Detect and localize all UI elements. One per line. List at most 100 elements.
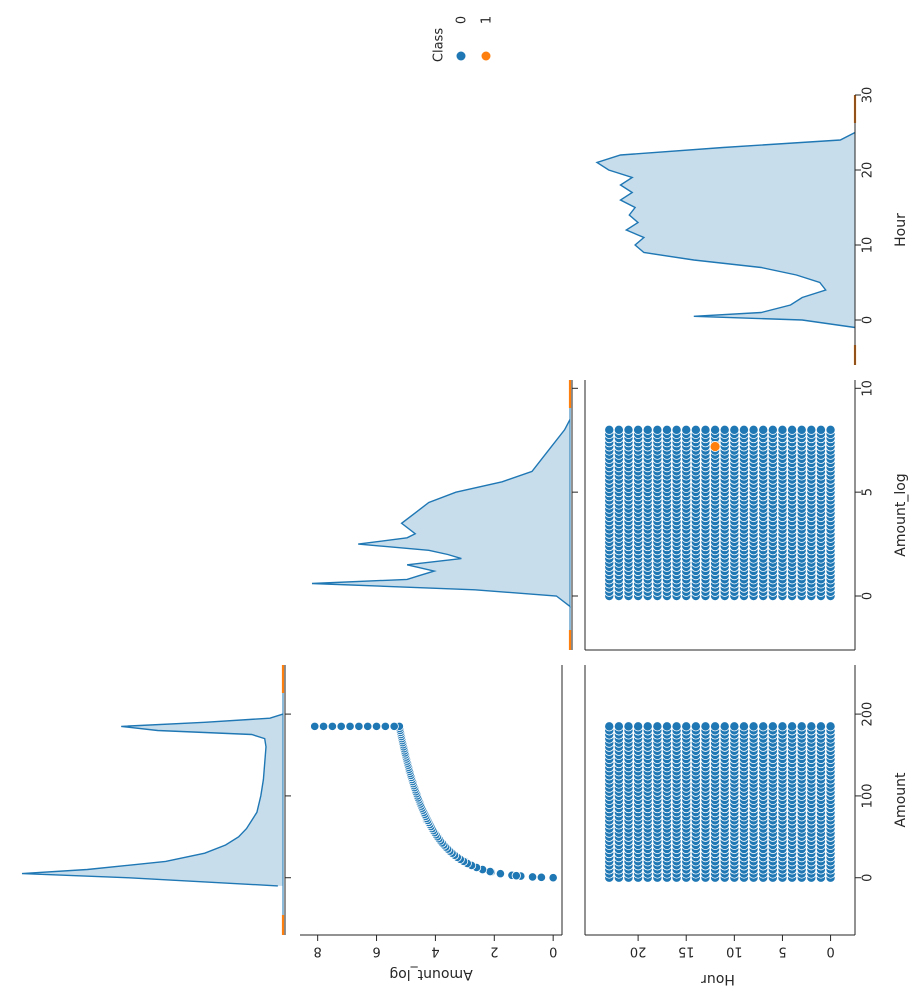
tick-label-hour-0: 0 (861, 316, 876, 324)
tick-label-hour-30: 30 (861, 87, 876, 104)
scatter-point-amountlog-hour (815, 424, 826, 435)
scatter-point-amount-hour (806, 721, 817, 732)
axis-label-amount: Amount (893, 772, 909, 828)
kde-fill-hour (597, 132, 855, 328)
scatter-point-amountlog-hour (623, 424, 634, 435)
scatter-point-amount-hour (633, 721, 644, 732)
scatter-point-amount-amountlog-sat (389, 721, 399, 731)
scatter-point-amount-amountlog-sat (371, 721, 382, 731)
tick-label-amountlog-y-2: 2 (490, 943, 498, 958)
scatter-point-amountlog-hour (652, 424, 663, 435)
tick-label-amount_log-10: 10 (861, 380, 876, 397)
scatter-point-amount-amountlog-sat (327, 721, 337, 731)
scatter-point-amountlog-hour (758, 424, 769, 435)
scatter-point-amountlog-hour (613, 424, 624, 435)
kde-fill-amount (22, 714, 283, 886)
scatter-point-amount-hour (815, 721, 826, 732)
axis-label-amount_log: Amount_log (893, 473, 909, 556)
scatter-point-amount-hour (604, 721, 615, 732)
axis-label-hour-row: Hour (701, 971, 735, 987)
tick-label-amount-0: 0 (861, 874, 876, 882)
scatter-point-amountlog-hour (681, 424, 692, 435)
scatter-point-amount-amountlog (548, 873, 558, 883)
scatter-point-amount-amountlog-sat (363, 721, 373, 731)
scatter-point-amountlog-hour (604, 424, 615, 435)
scatter-point-amountlog-hour (710, 424, 721, 435)
axis-label-amountlog-row: Amount_log (389, 966, 472, 982)
legend: Class 0 1 (432, 16, 495, 62)
axis-label-hour: Hour (893, 213, 909, 247)
tick-label-hour-20: 20 (861, 162, 876, 179)
scatter-point-amount-hour (623, 721, 634, 732)
scatter-point-amount-hour (719, 721, 730, 732)
tick-label-amount_log-0: 0 (861, 592, 876, 600)
scatter-point-amount-amountlog-sat (336, 721, 346, 731)
scatter-point-amount-amountlog (485, 866, 495, 877)
tick-label-hour-y-0: 0 (826, 943, 834, 958)
scatter-point-amount-hour (700, 721, 711, 732)
tick-label-hour-y-10: 10 (726, 943, 743, 958)
scatter-point-amount-amountlog-sat (345, 721, 355, 731)
kde-fill-amount_log (312, 419, 570, 607)
scatter-point-amountlog-hour (767, 424, 778, 435)
scatter-point-amountlog-hour (806, 424, 817, 435)
legend-marker-1 (481, 51, 491, 61)
scatter-point-amount-hour (729, 721, 740, 732)
scatter-point-amountlog-hour (661, 424, 672, 435)
scatter-point-amount-hour (671, 721, 682, 732)
tick-label-amountlog-y-4: 4 (431, 943, 439, 958)
panels: 02468Amount_log05101520Hour0100200Amount… (21, 87, 909, 987)
scatter-point-amountlog-hour (690, 424, 701, 435)
tick-label-hour-10: 10 (861, 237, 876, 254)
scatter-point-amountlog-hour (738, 424, 749, 435)
scatter-point-amount-hour (758, 721, 769, 732)
scatter-point-amountlog-hour (671, 424, 682, 435)
legend-title: Class (432, 28, 447, 62)
scatter-point-amount-hour (796, 721, 807, 732)
legend-marker-0 (456, 51, 466, 61)
legend-label-1: 1 (480, 16, 495, 24)
scatter-point-amountlog-hour (825, 424, 836, 435)
tick-label-hour-y-20: 20 (630, 943, 647, 958)
scatter-point-amount-amountlog (495, 869, 506, 879)
scatter-point-amountlog-hour (719, 424, 730, 435)
scatter-point-amount-hour (652, 721, 663, 732)
tick-label-amountlog-y-8: 8 (314, 943, 322, 958)
scatter-point-amount-hour (681, 721, 692, 732)
scatter-point-amountlog-hour (796, 424, 807, 435)
tick-label-hour-y-5: 5 (778, 943, 786, 958)
kde-line-amount_log (311, 419, 571, 608)
scatter-point-amountlog-hour (700, 424, 711, 435)
scatter-point-amount-amountlog-sat (354, 721, 364, 731)
scatter-point-amount-amountlog-sat (318, 721, 329, 731)
scatter-point-amount-hour (825, 721, 836, 732)
scatter-point-class1 (709, 441, 721, 452)
scatter-point-amount-hour (690, 721, 701, 732)
kde-line-amount (21, 713, 284, 887)
scatter-point-amount-hour (748, 721, 759, 732)
scatter-point-amount-amountlog (527, 872, 538, 882)
scatter-point-amount-hour (787, 721, 798, 732)
scatter-point-amount-amountlog (536, 872, 546, 882)
scatter-point-amountlog-hour (633, 424, 644, 435)
tick-label-amount-200: 200 (861, 702, 876, 727)
scatter-point-amount-hour (777, 721, 788, 732)
tick-label-amountlog-y-0: 0 (549, 943, 557, 958)
scatter-point-amountlog-hour (729, 424, 740, 435)
tick-label-amountlog-y-6: 6 (372, 943, 380, 958)
tick-label-amount-100: 100 (861, 783, 876, 808)
scatter-point-amount-hour (642, 721, 653, 732)
scatter-point-amount-amountlog-sat (380, 721, 390, 731)
scatter-point-amountlog-hour (748, 424, 759, 435)
scatter-point-amountlog-hour (787, 424, 798, 435)
scatter-point-amountlog-hour (642, 424, 653, 435)
tick-label-hour-y-15: 15 (678, 943, 695, 958)
kde-line-hour (595, 131, 856, 329)
scatter-point-amount-hour (613, 721, 624, 732)
scatter-point-amount-amountlog-sat (310, 721, 320, 731)
scatter-point-amount-hour (661, 721, 672, 732)
scatter-point-amountlog-hour (777, 424, 788, 435)
legend-label-0: 0 (455, 16, 470, 24)
scatter-point-amount-hour (738, 721, 749, 732)
